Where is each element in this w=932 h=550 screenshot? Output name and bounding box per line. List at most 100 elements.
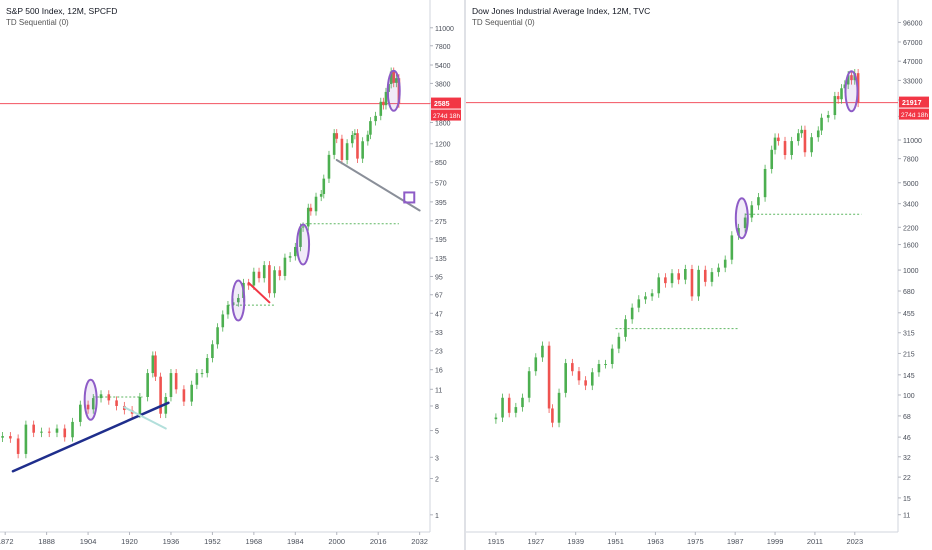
y-tick-label: 850 bbox=[435, 160, 447, 167]
y-tick-label: 95 bbox=[435, 274, 443, 281]
candle-body bbox=[534, 357, 538, 372]
candle-body bbox=[237, 297, 240, 303]
candle-body bbox=[138, 396, 142, 414]
candle-body bbox=[353, 133, 357, 135]
candle-body bbox=[840, 88, 843, 100]
dow-chart-pane[interactable]: 9600067000470003300023000170001100078005… bbox=[466, 0, 932, 550]
x-tick-label: 2023 bbox=[846, 537, 863, 546]
x-tick-label: 1984 bbox=[287, 537, 304, 546]
candle-body bbox=[521, 397, 524, 408]
candle-body bbox=[392, 71, 396, 83]
y-tick-label: 5 bbox=[435, 429, 439, 436]
candle-body bbox=[288, 256, 292, 258]
candle-body bbox=[379, 101, 383, 116]
candle-body bbox=[99, 394, 103, 399]
trendline bbox=[247, 281, 271, 304]
y-tick-label: 32 bbox=[903, 455, 911, 462]
candle-body bbox=[395, 78, 398, 83]
x-tick-label: 1951 bbox=[607, 537, 624, 546]
candle-body bbox=[836, 96, 840, 100]
y-tick-label: 11000 bbox=[903, 138, 922, 145]
candle-body bbox=[9, 436, 12, 439]
y-tick-label: 67000 bbox=[903, 40, 923, 47]
candle-body bbox=[294, 246, 297, 257]
dow-chart[interactable]: 9600067000470003300023000170001100078005… bbox=[466, 0, 932, 550]
indicator-label[interactable]: TD Sequential (0) bbox=[6, 18, 69, 27]
y-tick-label: 570 bbox=[435, 181, 447, 188]
chart-title: S&P 500 Index, 12M, SPCFD bbox=[6, 6, 118, 16]
x-tick-label: 1963 bbox=[647, 537, 664, 546]
indicator-label[interactable]: TD Sequential (0) bbox=[472, 18, 535, 27]
candle-body bbox=[205, 358, 209, 374]
candle-body bbox=[800, 129, 803, 134]
candle-body bbox=[547, 345, 551, 409]
y-tick-label: 11000 bbox=[435, 26, 454, 33]
candle-body bbox=[91, 398, 95, 410]
candle-body bbox=[211, 344, 214, 359]
candle-body bbox=[366, 134, 370, 142]
candle-body bbox=[374, 115, 377, 122]
y-tick-label: 68 bbox=[903, 414, 911, 421]
y-tick-label: 1 bbox=[435, 513, 439, 520]
y-tick-label: 395 bbox=[435, 200, 447, 207]
candle-body bbox=[826, 115, 830, 118]
candle-body bbox=[697, 269, 700, 297]
candle-body bbox=[322, 178, 326, 195]
y-tick-label: 5000 bbox=[903, 181, 919, 188]
candle-body bbox=[797, 133, 800, 142]
countdown-tag bbox=[899, 108, 929, 120]
countdown-tag-label: 274d 18h bbox=[901, 112, 928, 119]
candle-body bbox=[71, 421, 74, 438]
candle-body bbox=[332, 133, 336, 155]
pane-divider[interactable] bbox=[464, 0, 466, 550]
candle-body bbox=[146, 373, 149, 397]
candle-body bbox=[610, 348, 614, 365]
candle-body bbox=[810, 137, 813, 153]
y-tick-label: 145 bbox=[903, 373, 915, 380]
candle-body bbox=[299, 227, 302, 247]
candle-body bbox=[597, 364, 601, 373]
candle-body bbox=[86, 404, 90, 410]
candle-body bbox=[750, 205, 754, 218]
candle-body bbox=[494, 417, 498, 420]
candle-body bbox=[115, 400, 118, 406]
candle-body bbox=[846, 75, 850, 85]
candle-body bbox=[790, 141, 793, 156]
sp500-chart-pane[interactable]: 1100078005400380026001800120085057039527… bbox=[0, 0, 464, 550]
y-tick-label: 47 bbox=[435, 311, 443, 318]
candle-body bbox=[630, 307, 634, 320]
y-tick-label: 47000 bbox=[903, 59, 923, 66]
candle-body bbox=[717, 267, 720, 273]
sp500-chart[interactable]: 1100078005400380026001800120085057039527… bbox=[0, 0, 464, 550]
y-tick-label: 680 bbox=[903, 289, 915, 296]
candle-body bbox=[389, 71, 393, 85]
y-tick-label: 33 bbox=[435, 330, 443, 337]
candle-body bbox=[47, 431, 51, 433]
candle-body bbox=[816, 130, 820, 138]
x-tick-label: 1968 bbox=[246, 537, 263, 546]
candle-body bbox=[195, 373, 199, 385]
candle-body bbox=[820, 117, 823, 131]
highlight-ellipse bbox=[844, 70, 859, 113]
candle-body bbox=[757, 197, 760, 206]
candle-body bbox=[350, 134, 354, 144]
x-tick-label: 1975 bbox=[687, 537, 704, 546]
candle-body bbox=[314, 196, 318, 212]
candle-body bbox=[262, 265, 266, 279]
y-tick-label: 11 bbox=[435, 387, 442, 394]
candle-body bbox=[252, 271, 256, 286]
price-tag bbox=[431, 97, 461, 109]
y-tick-label: 195 bbox=[435, 237, 447, 244]
candle-body bbox=[182, 389, 186, 402]
highlight-square bbox=[403, 191, 416, 204]
candle-body bbox=[301, 226, 305, 228]
countdown-tag bbox=[431, 109, 461, 121]
candle-body bbox=[190, 384, 193, 402]
candle-body bbox=[24, 424, 28, 454]
chart-title: Dow Jones Industrial Average Index, 12M,… bbox=[472, 6, 651, 16]
candle-body bbox=[159, 376, 162, 414]
candle-body bbox=[710, 272, 714, 282]
candle-body bbox=[650, 293, 654, 297]
y-tick-label: 22 bbox=[903, 475, 911, 482]
highlight-ellipse bbox=[231, 279, 246, 322]
